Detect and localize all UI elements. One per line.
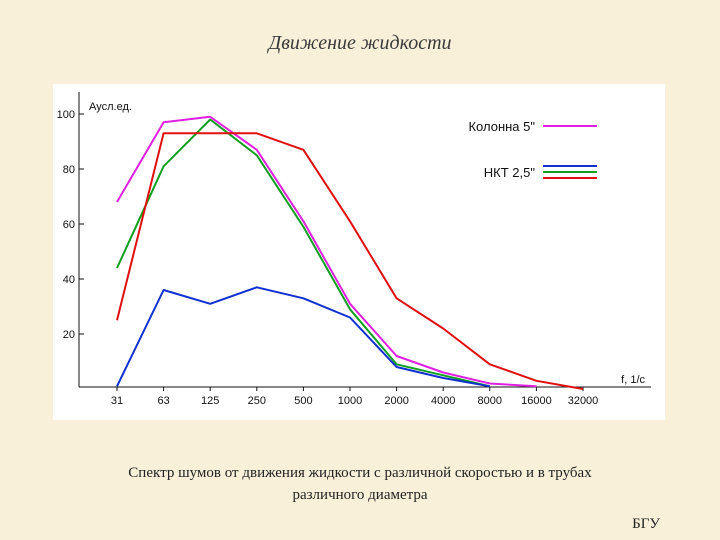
x-tick-label: 63 bbox=[157, 395, 169, 407]
chart-panel: 100 80 60 40 20 Аусл.ед. 31 63 125 250 500 1000 2000… bbox=[53, 84, 665, 420]
y-tick-label: 40 bbox=[63, 274, 75, 286]
y-tick-label: 20 bbox=[63, 329, 75, 341]
x-tick-label: 31 bbox=[111, 395, 123, 407]
series-line-1 bbox=[116, 115, 537, 388]
x-tick-label: 2000 bbox=[384, 395, 408, 407]
chart-caption: Спектр шумов от движения жидкости с разл… bbox=[60, 462, 660, 506]
y-tick-label: 100 bbox=[57, 109, 75, 121]
y-axis-label: Аусл.ед. bbox=[89, 101, 132, 113]
x-tick-label: 1000 bbox=[338, 395, 362, 407]
series-line-4 bbox=[116, 286, 490, 388]
caption-line-2: различного диаметра bbox=[292, 487, 428, 503]
x-tick-label: 8000 bbox=[478, 395, 502, 407]
x-tick-label: 250 bbox=[248, 395, 266, 407]
x-tick-label: 125 bbox=[201, 395, 219, 407]
x-tick-label: 32000 bbox=[568, 395, 599, 407]
caption-line-1: Спектр шумов от движения жидкости с разл… bbox=[128, 465, 592, 481]
series-line-3 bbox=[116, 132, 584, 390]
footer-mark: БГУ bbox=[632, 516, 660, 532]
x-axis-label: f, 1/c bbox=[621, 374, 645, 386]
x-tick-label: 16000 bbox=[521, 395, 552, 407]
legend-label: НКТ 2,5" bbox=[484, 165, 536, 180]
y-tick-label: 80 bbox=[63, 164, 75, 176]
series-line-2 bbox=[116, 118, 491, 388]
x-tick-label: 500 bbox=[294, 395, 312, 407]
noise-spectrum-chart: 100 80 60 40 20 Аусл.ед. 31 63 125 250 500 1000 2000… bbox=[57, 92, 651, 407]
x-tick-label: 4000 bbox=[431, 395, 455, 407]
slide-title: Движение жидкости bbox=[268, 32, 452, 54]
y-tick-label: 60 bbox=[63, 219, 75, 231]
legend-label: Колонна 5" bbox=[468, 119, 535, 134]
